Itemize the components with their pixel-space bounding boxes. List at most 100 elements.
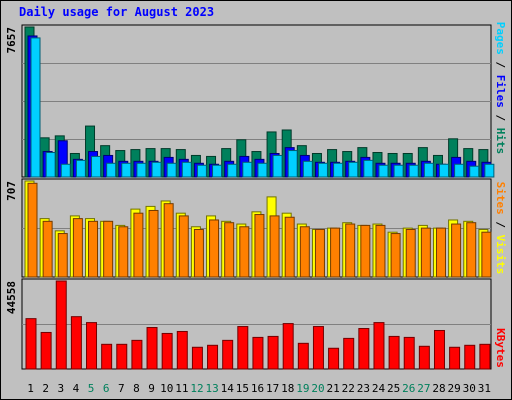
bar-pages-17 <box>272 154 283 178</box>
day-label-15: 15 <box>236 382 249 395</box>
bar-sites-5 <box>88 220 99 278</box>
bar-pages-11 <box>181 161 192 178</box>
bar-kbytes-5 <box>86 322 98 370</box>
bar-kbytes-26 <box>403 336 415 370</box>
bar-pages-23 <box>363 159 374 178</box>
bar-sites-26 <box>405 228 416 278</box>
day-label-18: 18 <box>281 382 294 395</box>
bar-kbytes-1 <box>25 318 37 370</box>
day-label-24: 24 <box>372 382 386 395</box>
bar-pages-1 <box>30 37 41 178</box>
legend-separator: / <box>494 55 507 75</box>
legend-kbytes: KBytes <box>494 328 507 368</box>
bar-kbytes-4 <box>70 316 82 370</box>
bar-pages-18 <box>287 150 298 178</box>
day-label-31: 31 <box>478 382 491 395</box>
day-label-3: 3 <box>58 382 65 395</box>
bar-pages-5 <box>91 155 102 178</box>
day-label-27: 27 <box>417 382 430 395</box>
bar-sites-31 <box>481 231 492 278</box>
bar-sites-11 <box>178 215 189 278</box>
bar-sites-21 <box>330 227 341 278</box>
bar-sites-1 <box>27 182 38 278</box>
day-label-20: 20 <box>311 382 324 395</box>
bar-sites-23 <box>360 224 371 278</box>
day-label-17: 17 <box>266 382 279 395</box>
bar-kbytes-27 <box>418 345 430 370</box>
bar-sites-22 <box>345 223 356 278</box>
legend-kbytes: KBytes <box>494 328 507 368</box>
bar-sites-6 <box>103 220 114 278</box>
bar-pages-6 <box>106 162 117 178</box>
bar-kbytes-20 <box>312 326 324 370</box>
bar-sites-24 <box>375 224 386 278</box>
bar-sites-8 <box>133 212 144 278</box>
bar-kbytes-11 <box>176 330 188 370</box>
bar-kbytes-30 <box>464 344 476 370</box>
bar-kbytes-25 <box>388 335 400 370</box>
legend-hits: Hits <box>494 128 507 155</box>
bar-kbytes-22 <box>343 337 355 370</box>
ymax-label-hits-files-pages: 7657 <box>5 27 18 54</box>
bar-sites-30 <box>466 222 477 278</box>
bar-kbytes-3 <box>55 280 67 370</box>
bar-kbytes-15 <box>237 326 249 370</box>
bar-pages-16 <box>257 162 268 178</box>
bar-sites-12 <box>193 228 204 278</box>
legend-sites: Sites <box>494 182 507 215</box>
day-label-9: 9 <box>148 382 155 395</box>
day-label-5: 5 <box>88 382 95 395</box>
bar-pages-27 <box>423 162 434 178</box>
legend-separator: / <box>494 108 507 128</box>
bar-pages-22 <box>348 161 359 178</box>
day-label-14: 14 <box>221 382 235 395</box>
bar-pages-31 <box>484 163 495 178</box>
bar-kbytes-21 <box>328 347 340 370</box>
bar-kbytes-18 <box>282 323 294 370</box>
legend-hits-files-pages: Pages / Files / Hits <box>494 22 507 155</box>
bar-kbytes-13 <box>207 344 219 370</box>
bar-sites-14 <box>224 222 235 278</box>
bar-sites-29 <box>451 223 462 278</box>
bar-kbytes-10 <box>161 332 173 370</box>
bar-kbytes-19 <box>297 342 309 370</box>
day-label-23: 23 <box>357 382 370 395</box>
bar-sites-19 <box>299 226 310 278</box>
day-label-2: 2 <box>42 382 49 395</box>
day-label-4: 4 <box>73 382 80 395</box>
bar-pages-3 <box>60 163 71 178</box>
bar-sites-15 <box>239 226 250 278</box>
legend-pages: Pages <box>494 22 507 55</box>
bar-pages-30 <box>469 165 480 178</box>
bar-pages-25 <box>393 164 404 178</box>
ymax-label-kbytes: 44558 <box>5 281 18 314</box>
legend-separator: / <box>494 215 507 235</box>
bar-kbytes-31 <box>479 343 491 370</box>
ymax-label-visits-sites: 707 <box>5 181 18 201</box>
bar-pages-26 <box>408 164 419 178</box>
day-label-21: 21 <box>327 382 340 395</box>
bar-pages-10 <box>166 162 177 178</box>
bar-pages-9 <box>151 161 162 178</box>
bar-pages-15 <box>242 161 253 178</box>
bar-kbytes-7 <box>116 343 128 370</box>
bar-pages-21 <box>333 162 344 178</box>
bar-kbytes-2 <box>40 331 52 370</box>
day-label-25: 25 <box>387 382 400 395</box>
bar-pages-24 <box>378 164 389 178</box>
day-label-6: 6 <box>103 382 110 395</box>
bar-pages-2 <box>45 152 56 178</box>
day-label-30: 30 <box>463 382 476 395</box>
legend-files: Files <box>494 75 507 108</box>
bar-kbytes-23 <box>358 328 370 370</box>
legend-visits-sites: Sites / Visits <box>494 182 507 275</box>
day-label-22: 22 <box>342 382 355 395</box>
chart-title: Daily usage for August 2023 <box>19 5 215 19</box>
bar-kbytes-9 <box>146 327 158 370</box>
bar-pages-4 <box>75 159 86 178</box>
day-label-10: 10 <box>160 382 173 395</box>
bar-sites-2 <box>42 220 53 278</box>
day-label-12: 12 <box>190 382 203 395</box>
